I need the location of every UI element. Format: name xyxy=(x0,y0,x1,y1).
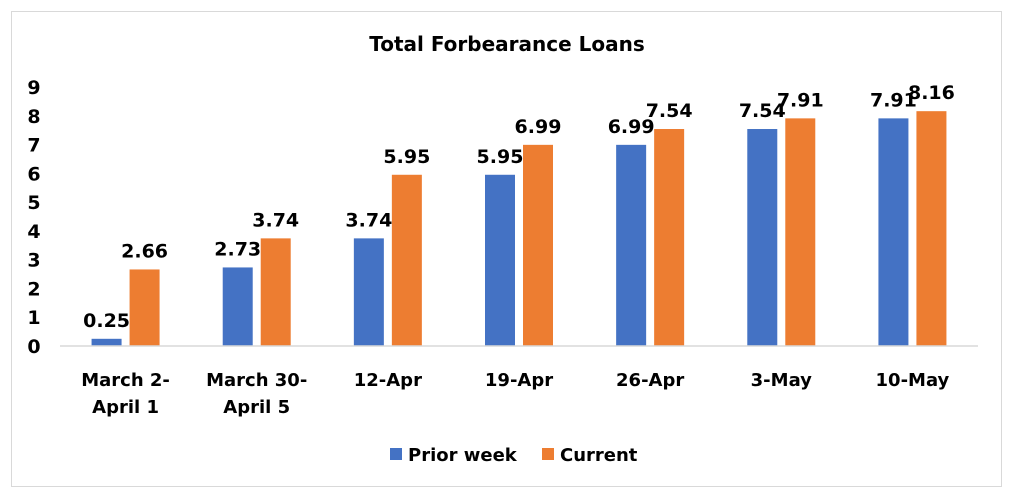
data-label: 7.91 xyxy=(870,89,917,111)
x-tick-label: 3-May xyxy=(751,370,813,391)
bar-current xyxy=(129,269,160,346)
data-label: 3.74 xyxy=(345,209,392,231)
x-tick-label: 10-May xyxy=(876,370,950,391)
data-label: 5.95 xyxy=(477,146,524,168)
bar-prior-week xyxy=(353,238,384,346)
x-tick-label: April 1 xyxy=(92,397,159,418)
data-label: 3.74 xyxy=(252,209,299,231)
bar-current xyxy=(391,174,422,346)
bar-prior-week xyxy=(878,118,909,347)
chart-frame xyxy=(11,11,1002,487)
data-label: 2.66 xyxy=(121,240,168,262)
y-tick-label: 0 xyxy=(27,336,40,358)
data-label: 8.16 xyxy=(908,82,955,104)
bar-current xyxy=(654,129,685,346)
bar-current xyxy=(916,111,947,346)
bar-prior-week xyxy=(485,174,515,346)
x-tick-label: 26-Apr xyxy=(616,370,684,391)
x-tick-label: 12-Apr xyxy=(354,370,422,391)
y-tick-label: 2 xyxy=(27,278,40,300)
data-label: 2.73 xyxy=(214,238,261,260)
bar-current xyxy=(260,238,291,346)
legend-label: Prior week xyxy=(408,445,518,466)
bar-current xyxy=(523,144,553,346)
data-label: 7.91 xyxy=(777,89,824,111)
y-tick-label: 3 xyxy=(27,250,40,272)
y-tick-label: 9 xyxy=(27,77,40,99)
y-tick-label: 8 xyxy=(27,106,40,128)
x-tick-label: March 30- xyxy=(206,370,307,391)
bar-prior-week xyxy=(747,129,778,346)
chart-title: Total Forbearance Loans xyxy=(369,32,645,56)
data-label: 7.54 xyxy=(646,100,693,122)
legend-swatch xyxy=(390,448,402,460)
data-label: 6.99 xyxy=(515,116,562,138)
bar-prior-week xyxy=(222,267,253,346)
y-tick-label: 4 xyxy=(27,221,40,243)
legend-swatch xyxy=(542,448,554,460)
bar-current xyxy=(785,118,816,347)
y-tick-label: 6 xyxy=(27,163,40,185)
y-tick-label: 5 xyxy=(27,192,40,214)
bar-prior-week xyxy=(91,338,122,346)
x-tick-label: 19-Apr xyxy=(485,370,553,391)
data-label: 6.99 xyxy=(608,116,655,138)
data-label: 7.54 xyxy=(739,100,786,122)
data-label: 5.95 xyxy=(383,146,430,168)
y-tick-label: 1 xyxy=(27,307,40,329)
x-tick-label: March 2- xyxy=(81,370,170,391)
data-label: 0.25 xyxy=(83,310,130,332)
legend-label: Current xyxy=(560,445,638,466)
x-tick-label: April 5 xyxy=(223,397,290,418)
y-tick-label: 7 xyxy=(27,135,40,157)
bar-prior-week xyxy=(616,144,647,346)
